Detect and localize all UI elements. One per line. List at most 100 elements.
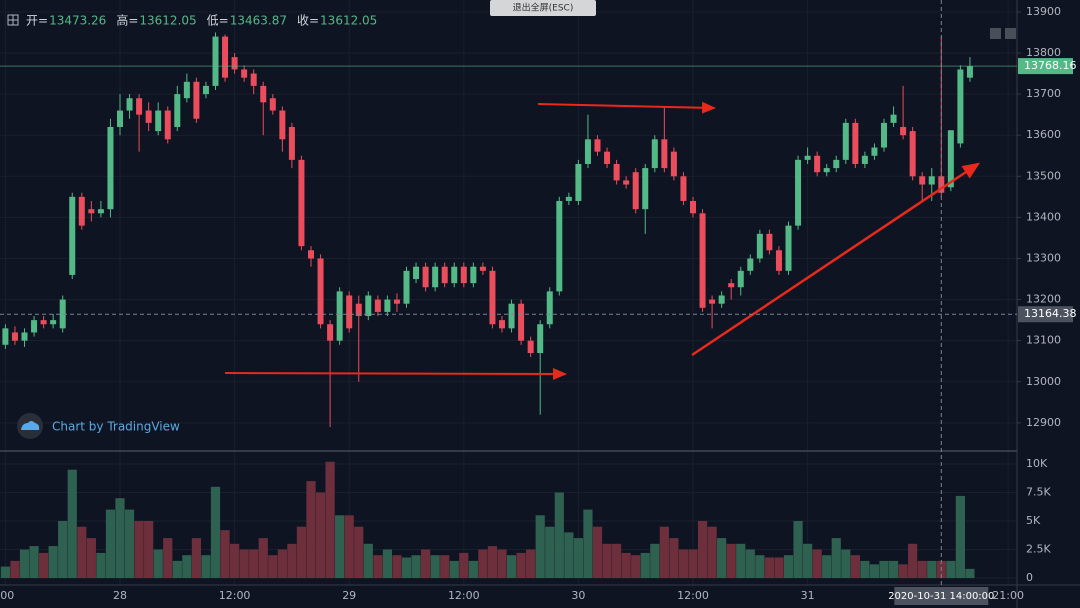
candle-body	[756, 233, 763, 259]
volume-bar	[745, 549, 755, 578]
pane-button[interactable]	[990, 28, 1001, 39]
candle-body	[861, 155, 868, 164]
candle-body	[78, 196, 85, 226]
volume-bar	[573, 538, 583, 578]
legend-label: 低=	[207, 14, 229, 28]
candle-body	[117, 110, 123, 127]
volume-bar	[764, 557, 774, 578]
candle-body	[193, 81, 200, 119]
candle-body	[355, 303, 362, 317]
candle-body	[518, 303, 525, 341]
volume-bar	[478, 549, 488, 578]
volume-bar	[105, 509, 116, 578]
legend-label: 高=	[116, 13, 138, 28]
volume-bar	[783, 555, 794, 578]
volume-bar	[659, 526, 669, 578]
candle-body	[823, 168, 830, 173]
candle-body	[575, 163, 582, 201]
legend-label: 开=	[26, 14, 48, 28]
volume-bar	[86, 538, 96, 578]
x-tick-label: 31	[801, 589, 815, 602]
candle-body	[260, 85, 267, 103]
candle-body	[728, 283, 735, 288]
candle-body	[546, 291, 553, 325]
legend-value: 13612.05	[320, 14, 377, 28]
candle-body	[384, 299, 391, 312]
candle-body	[97, 209, 104, 214]
candle-body	[40, 320, 47, 325]
volume-bar	[411, 555, 421, 578]
candle-body	[403, 270, 410, 304]
volume-bar	[230, 543, 240, 578]
volume-bar	[220, 530, 230, 578]
volume-bar	[774, 557, 784, 578]
candle-body	[69, 196, 76, 275]
volume-bar	[526, 549, 536, 578]
volume-bar	[315, 492, 326, 578]
legend-value: 13612.05	[139, 14, 196, 28]
volume-bar	[955, 495, 965, 578]
volume-bar	[812, 549, 822, 578]
candle-body	[690, 200, 696, 214]
candle-body	[642, 168, 649, 210]
volume-bar	[172, 560, 182, 578]
candle-body	[59, 299, 66, 329]
exit-fullscreen-button[interactable]	[490, 0, 596, 16]
candle-body	[833, 159, 840, 169]
volume-bar	[631, 555, 641, 578]
pane-button[interactable]	[1005, 28, 1016, 39]
legend-value: 13473.26	[49, 14, 106, 28]
volume-bar	[917, 560, 927, 578]
candle-body	[31, 320, 38, 333]
volume-bar	[249, 549, 259, 578]
volume-bar	[755, 555, 765, 578]
x-tick-label: 12:00	[677, 589, 709, 602]
candle-body	[709, 299, 716, 304]
exit-fullscreen-label[interactable]: 退出全屏(ESC)	[513, 2, 574, 14]
volume-bar	[153, 549, 163, 578]
volume-bar	[459, 552, 469, 578]
candle-body	[222, 36, 229, 78]
volume-bar	[344, 515, 354, 578]
candle-body	[479, 266, 486, 271]
volume-bar	[545, 526, 555, 578]
crosshair-price-box	[1018, 306, 1073, 323]
legend: 开= 13473.26 高= 13612.05 低= 13463.87 收= 13612.05	[7, 13, 377, 28]
volume-bar	[869, 564, 880, 578]
volume-bar	[621, 552, 631, 578]
candle-body	[747, 258, 754, 271]
candle-body	[365, 295, 372, 317]
volume-bar	[879, 560, 889, 578]
volume-bar	[946, 560, 956, 578]
candle-body	[508, 303, 515, 329]
candle-body	[432, 266, 439, 288]
volume-bar	[602, 543, 612, 578]
y-tick-label: 13300	[1026, 251, 1061, 264]
last-price-box	[1018, 58, 1073, 75]
volume-bar	[134, 521, 144, 578]
volume-bar	[0, 566, 10, 578]
candle-body	[737, 270, 744, 288]
volume-bar	[258, 538, 268, 578]
y-tick-label: 13700	[1026, 87, 1061, 100]
candle-body	[623, 180, 630, 185]
candle-body	[11, 332, 18, 341]
volume-bar	[669, 538, 679, 578]
volume-bar	[29, 546, 39, 578]
crosshair-time-box	[894, 587, 989, 605]
y-tick-label: 2.5K	[1026, 543, 1051, 556]
candle-body	[202, 85, 209, 95]
volume-bar	[48, 546, 58, 578]
volume-bar	[888, 560, 899, 578]
volume-bar	[182, 555, 192, 578]
candle-body	[451, 266, 458, 284]
candle-body	[814, 155, 821, 173]
volume-bar	[440, 555, 450, 578]
candle-body	[183, 81, 190, 99]
candle-body	[374, 299, 381, 312]
volume-bar	[277, 549, 287, 578]
candle-body	[766, 233, 773, 251]
candle-body	[288, 126, 295, 160]
x-tick-label: 30	[571, 589, 585, 602]
